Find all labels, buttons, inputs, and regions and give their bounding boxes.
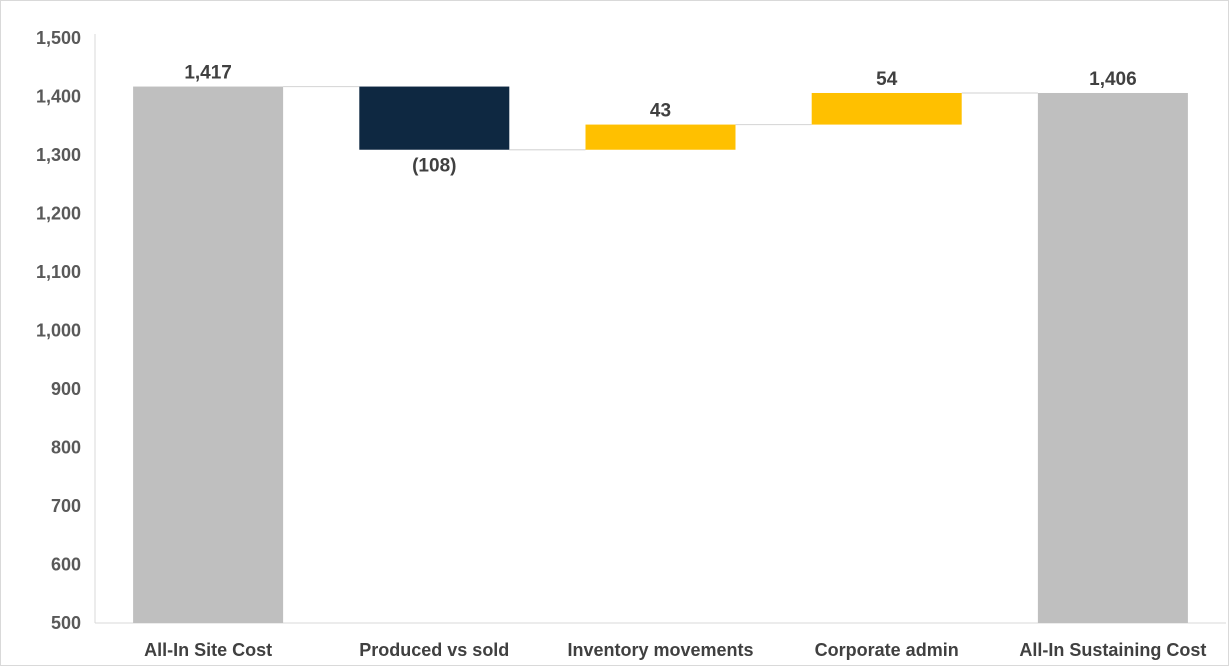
connector-layer — [283, 85, 1038, 151]
waterfall-bar — [359, 86, 510, 150]
y-tick-label: 900 — [51, 379, 81, 399]
y-tick-label: 1,500 — [36, 28, 81, 48]
y-tick-label: 500 — [51, 613, 81, 633]
x-category-label: Produced vs sold — [359, 640, 509, 660]
x-category-label: All-In Sustaining Cost — [1019, 640, 1206, 660]
y-tick-label: 1,000 — [36, 321, 81, 341]
bar-layer — [133, 86, 1188, 624]
x-category-label: All-In Site Cost — [144, 640, 272, 660]
y-tick-label: 700 — [51, 496, 81, 516]
waterfall-bar — [133, 86, 284, 624]
waterfall-bar — [585, 124, 736, 150]
data-label: 1,406 — [1089, 69, 1137, 90]
waterfall-bar — [1037, 92, 1188, 624]
y-tick-label: 1,300 — [36, 145, 81, 165]
y-tick-label: 1,200 — [36, 204, 81, 224]
y-tick-label: 800 — [51, 438, 81, 458]
y-tick-label: 1,100 — [36, 262, 81, 282]
data-label: 54 — [876, 69, 898, 90]
x-category-label: Corporate admin — [815, 640, 959, 660]
data-label: 43 — [650, 101, 671, 122]
x-category-label: Inventory movements — [567, 640, 753, 660]
y-tick-label: 600 — [51, 555, 81, 575]
axis-layer: 500 600 700 800 900 1,000 1,100 1,200 1,300 1,400… — [36, 28, 1226, 660]
y-tick-label: 1,400 — [36, 87, 81, 107]
waterfall-bar — [811, 92, 962, 125]
label-layer: 1,417 (108) 43 54 1,406 — [184, 63, 1136, 177]
data-label: (108) — [412, 156, 456, 177]
data-label: 1,417 — [184, 63, 232, 84]
